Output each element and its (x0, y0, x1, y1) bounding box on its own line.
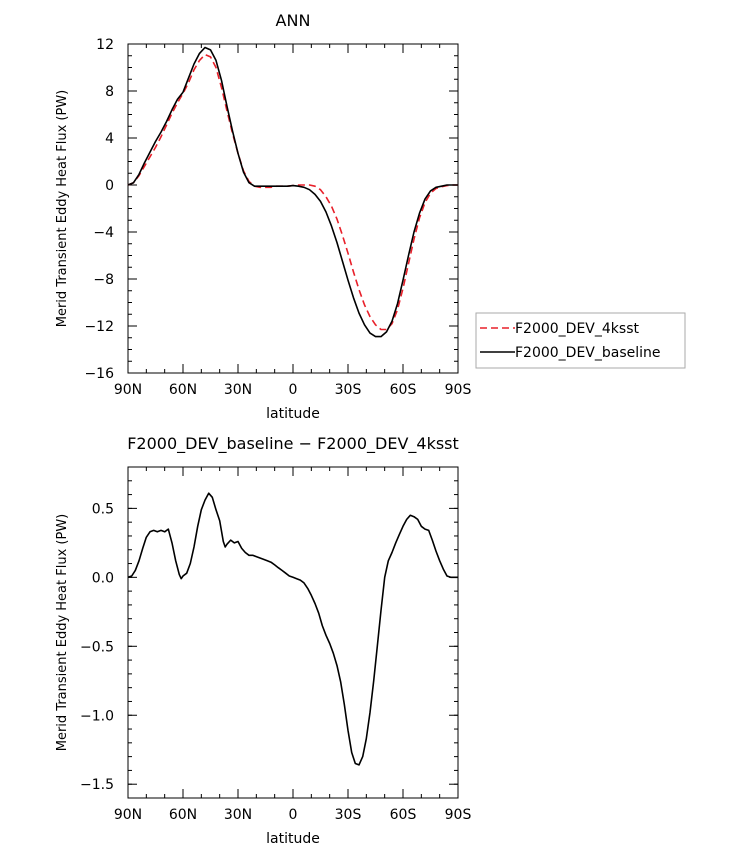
panel-2-x-tick-label: 30S (335, 807, 362, 823)
panel-1-x-axis-label: latitude (266, 406, 320, 422)
panel-2-x-axis-label: latitude (266, 831, 320, 847)
panel-1-y-axis-label: Merid Transient Eddy Heat Flux (PW) (55, 90, 70, 328)
panel-2-y-tick-label: 0.5 (92, 501, 114, 517)
panel-2-y-axis-label: Merid Transient Eddy Heat Flux (PW) (55, 514, 70, 752)
panel-2-x-tick-label: 90S (445, 807, 472, 823)
panel-2-title: F2000_DEV_baseline − F2000_DEV_4ksst (127, 434, 459, 454)
panel-1-x-tick-label: 90N (114, 382, 142, 398)
panel-1-y-tick-label: 4 (105, 131, 114, 147)
panel-2-x-tick-label: 60N (169, 807, 197, 823)
panel-1-y-tick-label: 12 (96, 37, 114, 53)
panel-2-y-tick-label: −0.5 (80, 639, 114, 655)
panel-1-x-tick-label: 60S (390, 382, 417, 398)
panel-1-x-tick-label: 90S (445, 382, 472, 398)
panel-2-x-tick-label: 90N (114, 807, 142, 823)
panel-2-y-tick-label: 0.0 (92, 570, 114, 586)
panel-1-y-tick-label: 0 (105, 178, 114, 194)
panel-1-x-tick-label: 30S (335, 382, 362, 398)
panel-1-y-tick-label: −16 (84, 366, 114, 382)
panel-2-series-line-1 (127, 492, 458, 766)
panel-2-x-tick-label: 30N (224, 807, 252, 823)
panel-1-y-tick-label: −4 (93, 225, 114, 241)
panel-1-x-tick-label: 30N (224, 382, 252, 398)
panel-1-x-tick-label: 0 (289, 382, 298, 398)
panel-2-y-tick-label: −1.5 (80, 777, 114, 793)
panel-2-x-tick-label: 0 (289, 807, 298, 823)
panel-1-x-tick-label: 60N (169, 382, 197, 398)
panel-1-y-tick-label: 8 (105, 84, 114, 100)
panel-1-y-tick-label: −12 (84, 319, 114, 335)
legend-label-2: F2000_DEV_baseline (515, 345, 661, 361)
panel-1-series-line-2 (127, 46, 458, 338)
panel-1-y-tick-label: −8 (93, 272, 114, 288)
panel-1-title: ANN (276, 11, 311, 30)
panel-1-series-line-1 (127, 53, 458, 331)
legend-box (475, 312, 686, 369)
panel-1-frame (127, 43, 459, 374)
panel-2-y-tick-label: −1.0 (80, 708, 114, 724)
legend-label-1: F2000_DEV_4ksst (515, 321, 639, 337)
panel-2-x-tick-label: 60S (390, 807, 417, 823)
